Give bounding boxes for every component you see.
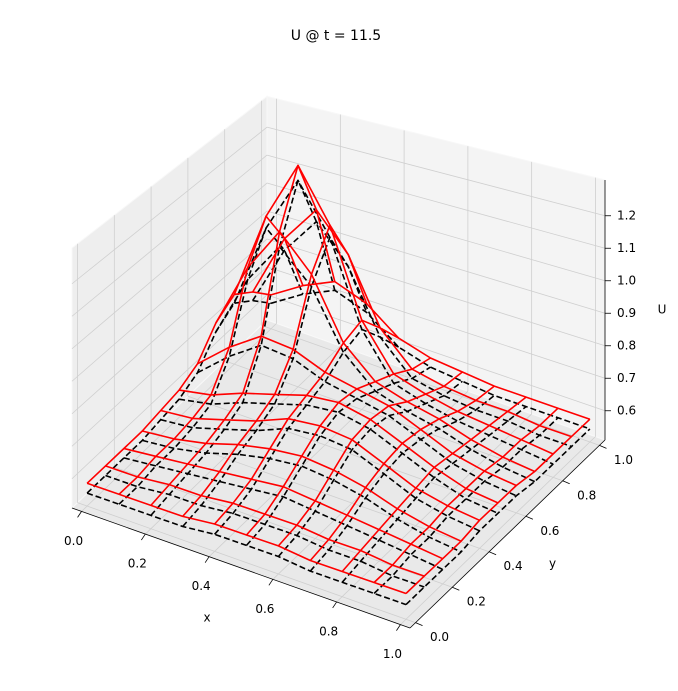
y-tick-label: 0.0 [430, 630, 449, 644]
grid-line [71, 266, 268, 447]
wire-column [245, 366, 431, 546]
grid-line [400, 436, 596, 625]
wire-column [405, 418, 591, 595]
wire-column [277, 380, 463, 558]
wire-row [270, 289, 591, 430]
z-tick-label: 0.9 [617, 306, 636, 320]
y-tick-label: 0.8 [577, 488, 596, 502]
wire-column [118, 215, 304, 495]
grid-line [266, 266, 606, 379]
grid-line [114, 466, 453, 588]
grid-line [81, 323, 277, 512]
wire-column [182, 236, 368, 528]
x-axis [71, 507, 411, 629]
wire-column [341, 396, 527, 573]
tick-mark [525, 515, 534, 520]
z-axis-label: U [658, 303, 667, 317]
grid-line [266, 154, 606, 249]
wire-row [197, 344, 517, 497]
grid-line [77, 502, 416, 624]
y-tick-label: 0.4 [504, 559, 523, 573]
tick-mark [77, 511, 82, 518]
wire-column [341, 405, 527, 583]
wire-column [245, 357, 431, 536]
tick-mark [562, 480, 570, 485]
y-tick-label: 0.6 [540, 524, 559, 538]
grid-line [208, 368, 405, 557]
z-tick-label: 0.8 [617, 338, 636, 352]
tick-mark [599, 444, 607, 449]
wire-column [277, 371, 463, 547]
grid-line [272, 391, 469, 580]
y-axis-label: y [549, 557, 556, 571]
tick-mark [268, 579, 274, 586]
wire-row [160, 418, 480, 532]
wire-column [214, 319, 399, 525]
wire-column [150, 164, 336, 506]
tick-mark [396, 624, 401, 631]
x-tick-label: 1.0 [383, 647, 402, 661]
wire-column [309, 385, 495, 562]
wire-column [309, 394, 495, 572]
wire-row [233, 179, 554, 465]
x-tick-label: 0.0 [64, 534, 83, 548]
wire-row [123, 457, 444, 571]
grid-line [71, 126, 268, 285]
grid-line [266, 294, 606, 412]
wire-column [118, 227, 304, 505]
y-tick-label: 1.0 [614, 453, 633, 467]
wire-column [182, 224, 368, 517]
tick-mark [332, 601, 337, 609]
tick-mark [141, 533, 146, 541]
wire-row [142, 439, 462, 553]
grid-line [71, 154, 268, 317]
z-tick-label: 1.1 [617, 241, 636, 255]
x-tick-label: 0.4 [192, 579, 211, 593]
tick-mark [204, 556, 210, 563]
grid-line [145, 345, 341, 535]
z-tick-label: 1.0 [617, 273, 636, 287]
grid-line [266, 210, 606, 314]
x-axis-label: x [203, 611, 210, 625]
grid-line [266, 182, 606, 282]
y-tick-label: 0.2 [467, 595, 486, 609]
grid-line [71, 182, 268, 350]
tick-mark [452, 586, 460, 591]
x-tick-label: 0.6 [255, 602, 274, 616]
tick-mark [488, 551, 497, 556]
grid-line [266, 126, 606, 217]
grid-line [71, 210, 268, 382]
x-tick-label: 0.8 [319, 624, 338, 638]
wire-column [405, 428, 591, 606]
tick-mark [415, 622, 423, 627]
wire-column [373, 407, 559, 584]
wire-column [213, 328, 399, 535]
y-axis [409, 439, 606, 629]
z-tick-label: 1.2 [617, 208, 636, 222]
wire-column [86, 291, 272, 484]
chart-title: U @ t = 11.5 [291, 28, 381, 44]
wire-row [215, 245, 536, 483]
wire-column [150, 179, 336, 516]
z-tick-label: 0.6 [617, 403, 636, 417]
grid-line [71, 238, 268, 415]
wire-row [178, 398, 499, 515]
z-tick-label: 0.7 [617, 371, 636, 385]
x-tick-label: 0.2 [128, 557, 147, 571]
grid-line [261, 324, 600, 446]
